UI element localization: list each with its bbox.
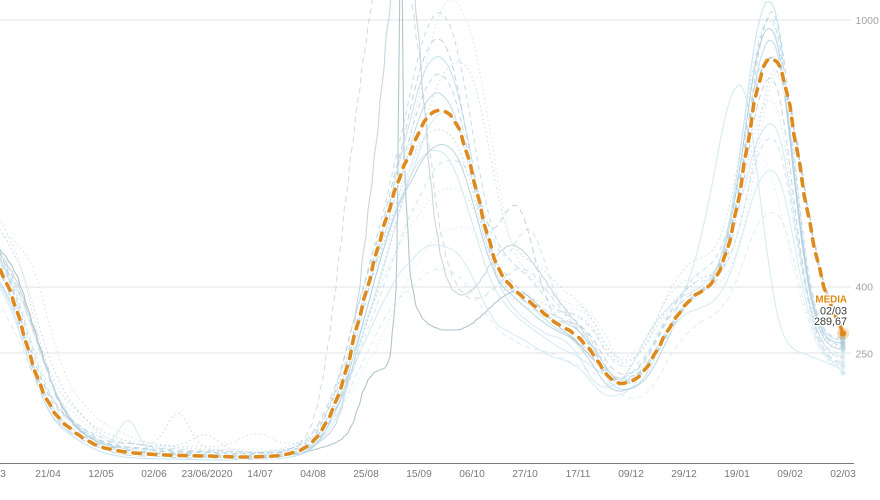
svg-text:17/11: 17/11 [566, 469, 591, 480]
svg-text:04/08: 04/08 [300, 469, 326, 480]
svg-text:09/12: 09/12 [618, 469, 644, 480]
svg-text:02/03: 02/03 [820, 306, 847, 318]
svg-text:27/10: 27/10 [512, 469, 538, 480]
svg-text:06/10: 06/10 [459, 469, 485, 480]
svg-text:15/09: 15/09 [406, 469, 432, 480]
svg-text:289,67: 289,67 [814, 316, 847, 328]
svg-text:23/06/2020: 23/06/2020 [182, 469, 233, 480]
svg-text:1000: 1000 [856, 15, 880, 27]
svg-text:29/12: 29/12 [671, 469, 697, 480]
svg-text:14/07: 14/07 [247, 469, 273, 480]
svg-text:21/04: 21/04 [35, 469, 61, 480]
svg-text:12/05: 12/05 [88, 469, 114, 480]
svg-text:02/06: 02/06 [141, 469, 167, 480]
svg-text:250: 250 [856, 349, 874, 361]
svg-text:MEDIA: MEDIA [815, 294, 847, 305]
svg-text:02/03: 02/03 [830, 469, 856, 480]
svg-text:09/02: 09/02 [777, 469, 803, 480]
svg-text:31/03: 31/03 [0, 469, 6, 480]
svg-text:25/08: 25/08 [353, 469, 379, 480]
svg-text:19/01: 19/01 [724, 469, 750, 480]
svg-text:400: 400 [856, 282, 874, 294]
